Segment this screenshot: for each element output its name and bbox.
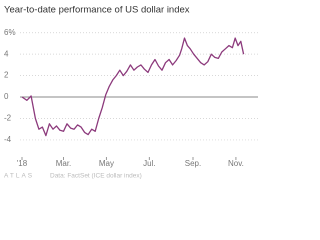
data-line bbox=[21, 37, 245, 137]
x-tick-label: Mar. bbox=[56, 159, 72, 168]
y-tick-label: -4 bbox=[4, 135, 12, 144]
x-tick-label: '18 bbox=[17, 159, 28, 168]
x-tick-label: Jul. bbox=[143, 159, 155, 168]
source: Data: FactSet (ICE dollar index) bbox=[50, 173, 142, 180]
y-tick-label: -2 bbox=[4, 114, 12, 123]
page: Year-to-date performance of US dollar in… bbox=[4, 4, 258, 180]
x-tick-label: May bbox=[99, 159, 114, 168]
y-tick-label: 0 bbox=[4, 92, 9, 101]
y-tick-label: 6% bbox=[4, 28, 16, 37]
brand: ATLAS bbox=[4, 173, 34, 180]
x-tick-label: Sep. bbox=[185, 159, 201, 168]
y-tick-label: 4 bbox=[4, 49, 9, 58]
chart-title: Year-to-date performance of US dollar in… bbox=[4, 5, 190, 16]
y-tick-label: 2 bbox=[4, 71, 9, 80]
x-tick-label: Nov. bbox=[228, 159, 244, 168]
chart: Year-to-date performance of US dollar in… bbox=[4, 5, 258, 180]
